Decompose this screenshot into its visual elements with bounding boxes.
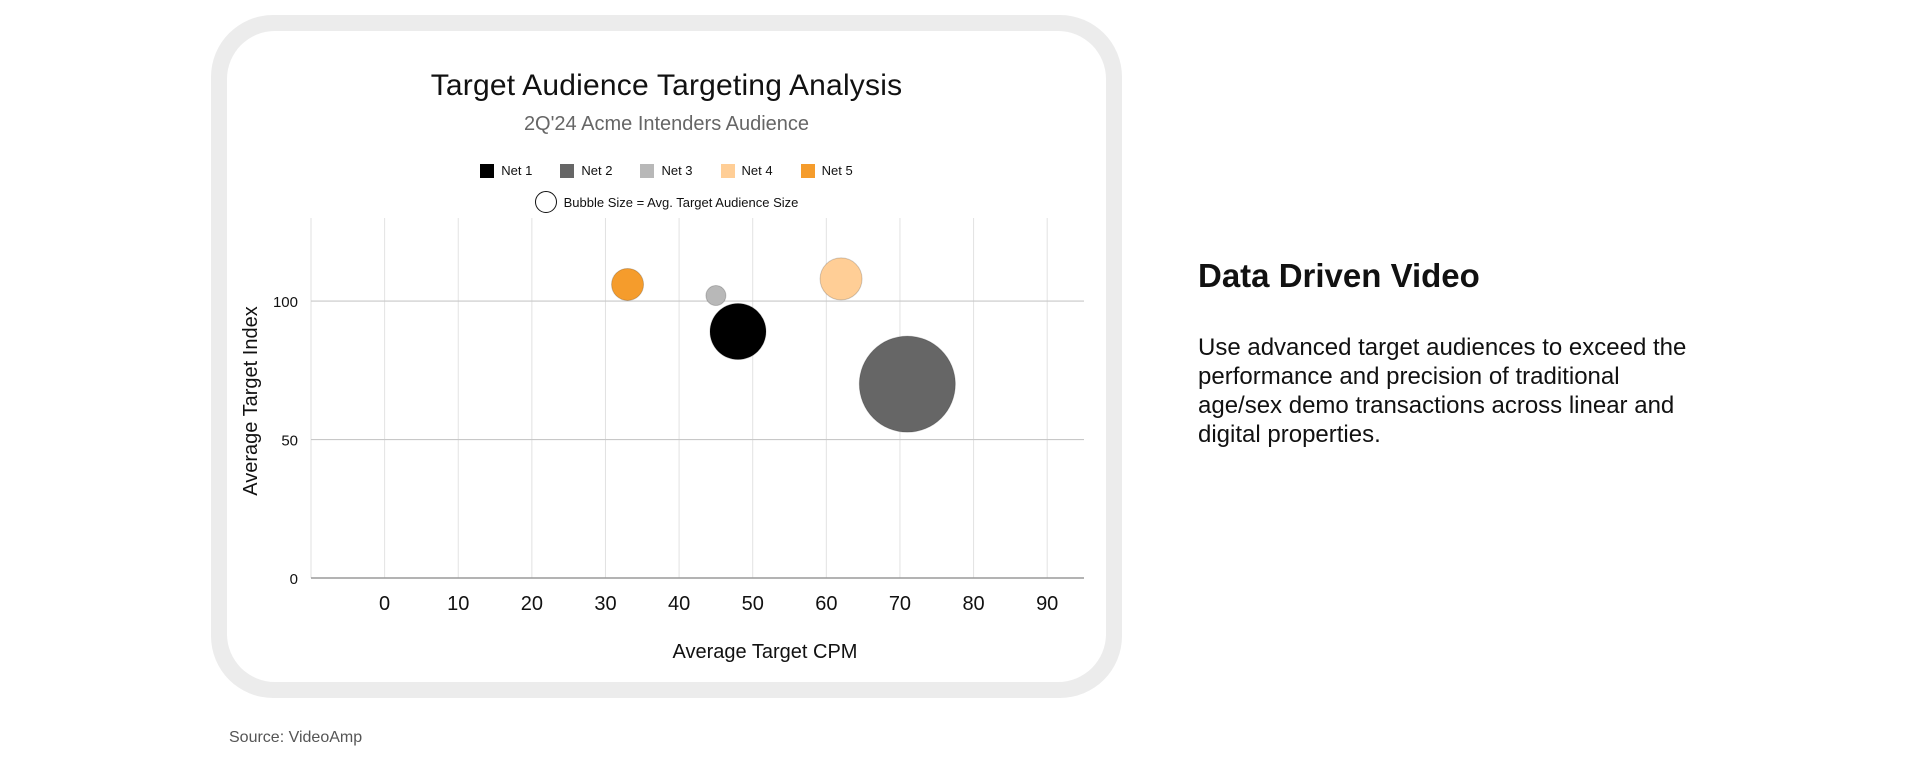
legend-swatch — [560, 163, 575, 178]
source-note: Source: VideoAmp — [229, 729, 363, 746]
x-axis-label: Average Target CPM — [672, 641, 858, 663]
legend-label: Net 5 — [821, 163, 853, 178]
x-tick-label: 10 — [447, 593, 469, 615]
y-tick-label: 0 — [290, 571, 298, 588]
legend-swatch — [800, 163, 815, 178]
x-tick-label: 50 — [742, 593, 764, 615]
x-tick-label: 0 — [379, 593, 390, 615]
chart-subtitle: 2Q'24 Acme Intenders Audience — [523, 113, 810, 135]
bubble-net-1 — [709, 303, 767, 361]
bubble-net-3 — [705, 285, 727, 307]
y-tick-label: 100 — [273, 294, 298, 311]
chart-card-frame: Target Audience Targeting Analysis 2Q'24… — [211, 15, 1122, 698]
legend-label: Net 1 — [501, 163, 533, 178]
x-tick-label: 90 — [1036, 593, 1058, 615]
legend-label: Net 3 — [661, 163, 693, 178]
legend-swatch — [640, 163, 655, 178]
bubble-net-5 — [611, 267, 645, 301]
legend-label: Net 4 — [741, 163, 773, 178]
y-axis-label: Average Target Index — [239, 306, 262, 496]
bubble-size-note: Bubble Size = Avg. Target Audience Size — [227, 191, 1106, 213]
chart-card: Target Audience Targeting Analysis 2Q'24… — [227, 31, 1106, 682]
bubble-chart-plot: 0 50 100 0 10 20 30 40 50 60 70 80 90 — [273, 218, 1084, 615]
side-body: Use advanced target audiences to exceed … — [1198, 334, 1687, 448]
chart-legend: Net 1 Net 2 Net 3 Net 4 Net 5 — [227, 163, 1106, 178]
x-tick-label: 70 — [889, 593, 911, 615]
legend-item: Net 3 — [640, 163, 693, 178]
chart-title: Target Audience Targeting Analysis — [430, 69, 903, 102]
legend-item: Net 5 — [800, 163, 853, 178]
x-tick-label: 60 — [815, 593, 837, 615]
bubble-size-circle-icon — [534, 191, 557, 213]
x-tick-label: 40 — [668, 593, 690, 615]
legend-swatch — [480, 163, 495, 178]
bubble-net-4 — [819, 257, 863, 301]
bubble-size-note-text: Bubble Size = Avg. Target Audience Size — [563, 194, 799, 210]
legend-item: Net 4 — [720, 163, 773, 178]
legend-item: Net 2 — [560, 163, 612, 178]
side-heading: Data Driven Video — [1198, 257, 1480, 294]
bubble-net-2 — [858, 335, 956, 433]
legend-item: Net 1 — [480, 163, 532, 178]
x-tick-label: 20 — [521, 593, 543, 615]
legend-label: Net 2 — [581, 163, 613, 178]
legend-swatch — [720, 163, 735, 178]
y-tick-label: 50 — [281, 433, 298, 450]
x-tick-label: 30 — [594, 593, 616, 615]
x-tick-label: 80 — [962, 593, 984, 615]
